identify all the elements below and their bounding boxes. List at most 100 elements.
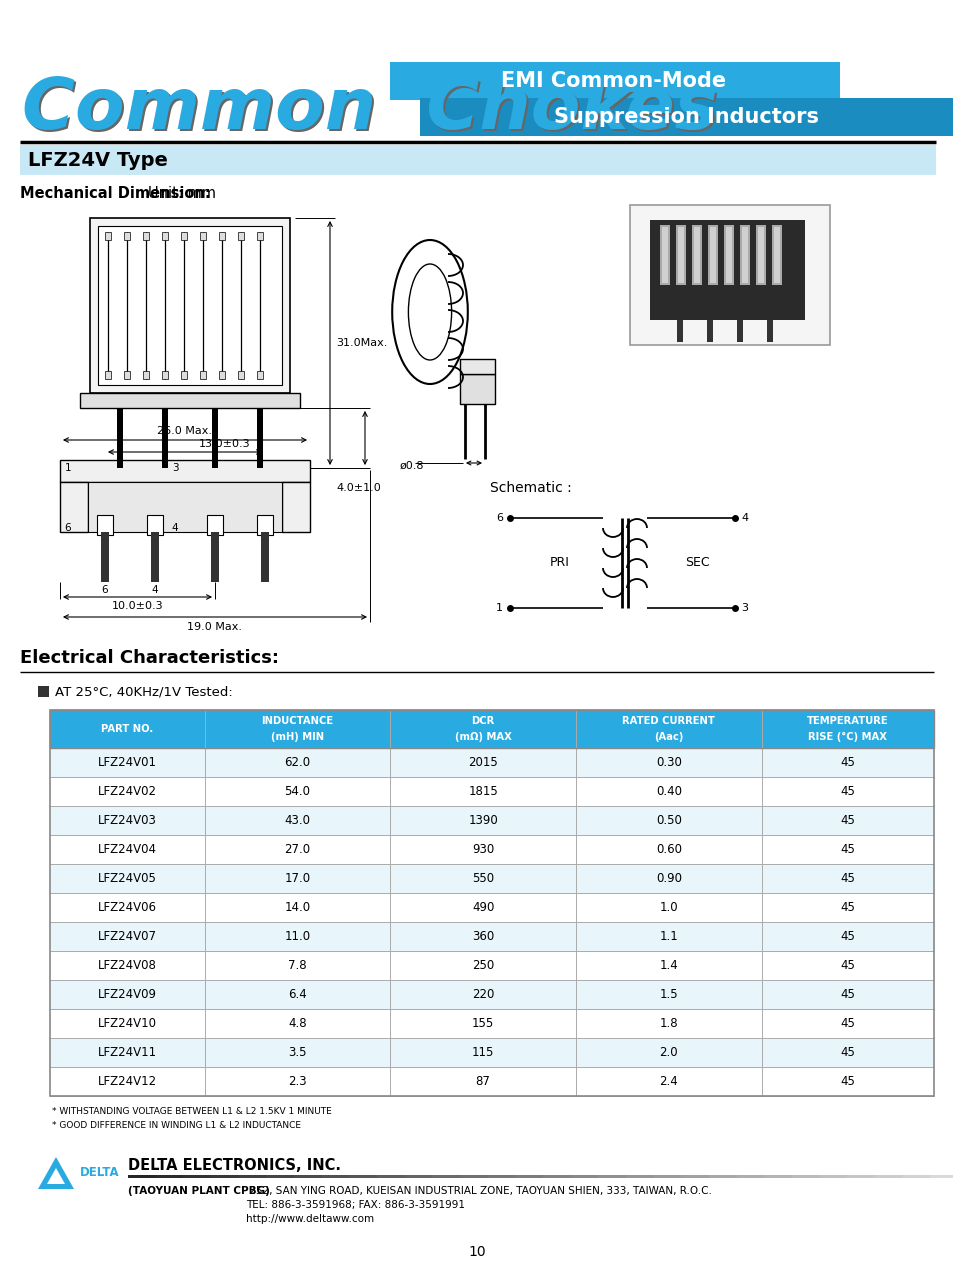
Text: DCR: DCR xyxy=(471,716,495,726)
Bar xyxy=(874,1174,902,1177)
Text: DELTA: DELTA xyxy=(80,1167,119,1179)
Text: LFZ24V03: LFZ24V03 xyxy=(98,813,156,827)
Text: 45: 45 xyxy=(840,785,854,798)
Bar xyxy=(256,408,263,468)
Text: INDUCTANCE: INDUCTANCE xyxy=(261,716,334,726)
Text: 2.4: 2.4 xyxy=(659,1075,678,1088)
Text: * WITHSTANDING VOLTAGE BETWEEN L1 & L2 1.5KV 1 MINUTE: * WITHSTANDING VOLTAGE BETWEEN L1 & L2 1… xyxy=(52,1107,332,1116)
Bar xyxy=(659,225,669,285)
Text: 11.0: 11.0 xyxy=(284,930,311,943)
Text: 2.3: 2.3 xyxy=(288,1075,307,1088)
Bar xyxy=(105,371,111,379)
Text: 54.0: 54.0 xyxy=(284,785,310,798)
Text: 3: 3 xyxy=(740,602,747,613)
Bar xyxy=(766,320,772,342)
Bar xyxy=(237,233,244,240)
Bar xyxy=(181,371,187,379)
Text: LFZ24V11: LFZ24V11 xyxy=(98,1046,156,1059)
Text: 6: 6 xyxy=(496,513,502,522)
Bar xyxy=(598,1174,626,1177)
Text: (mΩ) MAX: (mΩ) MAX xyxy=(455,732,511,742)
Bar xyxy=(211,1174,239,1177)
Text: 45: 45 xyxy=(840,1075,854,1088)
Bar xyxy=(50,710,933,749)
Bar xyxy=(20,145,935,175)
Text: 45: 45 xyxy=(840,1017,854,1030)
Text: 7.8: 7.8 xyxy=(288,960,307,972)
Bar xyxy=(261,533,269,582)
Text: 26.0 Max.: 26.0 Max. xyxy=(157,426,213,436)
Bar xyxy=(128,1174,156,1177)
Bar xyxy=(349,1174,377,1177)
Text: LFZ24V05: LFZ24V05 xyxy=(98,872,156,885)
Text: Schematic :: Schematic : xyxy=(490,480,571,494)
Text: TEL: 886-3-3591968; FAX: 886-3-3591991: TEL: 886-3-3591968; FAX: 886-3-3591991 xyxy=(246,1200,464,1210)
Text: 0.50: 0.50 xyxy=(655,813,681,827)
Text: LFZ24V09: LFZ24V09 xyxy=(98,988,156,1002)
Text: 490: 490 xyxy=(472,901,494,914)
Text: (mH) MIN: (mH) MIN xyxy=(271,732,324,742)
Bar xyxy=(117,408,123,468)
Bar xyxy=(763,1174,792,1177)
Bar xyxy=(693,228,700,283)
Bar xyxy=(758,228,763,283)
Text: 6: 6 xyxy=(102,585,109,595)
Text: 45: 45 xyxy=(840,960,854,972)
Text: LFZ24V12: LFZ24V12 xyxy=(98,1075,156,1088)
Text: Common  Chokes: Common Chokes xyxy=(24,78,719,146)
Text: 45: 45 xyxy=(840,1046,854,1059)
Text: 155: 155 xyxy=(472,1017,494,1030)
Text: 6: 6 xyxy=(65,522,71,533)
Bar xyxy=(649,220,804,320)
Text: EMI Common-Mode: EMI Common-Mode xyxy=(501,71,726,92)
Bar xyxy=(629,205,829,344)
Bar xyxy=(90,219,290,393)
Text: 31.0Max.: 31.0Max. xyxy=(335,338,387,348)
Text: 220: 220 xyxy=(472,988,494,1002)
Bar xyxy=(219,371,225,379)
Bar xyxy=(50,806,933,835)
Text: ø0.8: ø0.8 xyxy=(399,461,424,472)
Text: Mechanical Dimension:: Mechanical Dimension: xyxy=(20,186,211,201)
Bar xyxy=(419,98,953,136)
Text: 45: 45 xyxy=(840,988,854,1002)
Polygon shape xyxy=(47,1168,65,1185)
Bar xyxy=(542,1174,571,1177)
Text: RISE (°C) MAX: RISE (°C) MAX xyxy=(807,732,886,742)
Text: 1.5: 1.5 xyxy=(659,988,678,1002)
Bar xyxy=(50,835,933,864)
Bar xyxy=(147,515,163,535)
Bar xyxy=(38,686,49,697)
Text: LFZ24V02: LFZ24V02 xyxy=(98,785,156,798)
Ellipse shape xyxy=(408,264,451,360)
Bar xyxy=(725,228,731,283)
Bar xyxy=(661,228,667,283)
Text: (Aac): (Aac) xyxy=(654,732,682,742)
Bar xyxy=(105,233,111,240)
Bar xyxy=(80,393,299,408)
Bar xyxy=(741,228,747,283)
Text: 1: 1 xyxy=(496,602,502,613)
Bar xyxy=(404,1174,433,1177)
Text: 0.90: 0.90 xyxy=(655,872,681,885)
Text: 0.40: 0.40 xyxy=(655,785,681,798)
Bar xyxy=(207,515,223,535)
Bar xyxy=(181,233,187,240)
Text: 62.0: 62.0 xyxy=(284,756,311,769)
Bar xyxy=(819,1174,847,1177)
Text: TEMPERATURE: TEMPERATURE xyxy=(806,716,887,726)
Bar xyxy=(625,1174,654,1177)
Bar xyxy=(282,482,310,533)
Bar xyxy=(60,482,88,533)
Bar xyxy=(143,371,149,379)
Bar xyxy=(238,1174,267,1177)
Bar xyxy=(124,371,130,379)
Text: http://www.deltaww.com: http://www.deltaww.com xyxy=(246,1214,374,1224)
Bar xyxy=(680,1174,709,1177)
Text: 4: 4 xyxy=(740,513,747,522)
Text: 250: 250 xyxy=(472,960,494,972)
Bar xyxy=(390,62,840,100)
Text: 252, SAN YING ROAD, KUEISAN INDUSTRIAL ZONE, TAOYUAN SHIEN, 333, TAIWAN, R.O.C.: 252, SAN YING ROAD, KUEISAN INDUSTRIAL Z… xyxy=(246,1186,711,1196)
Text: 0.30: 0.30 xyxy=(655,756,681,769)
Bar xyxy=(676,225,685,285)
